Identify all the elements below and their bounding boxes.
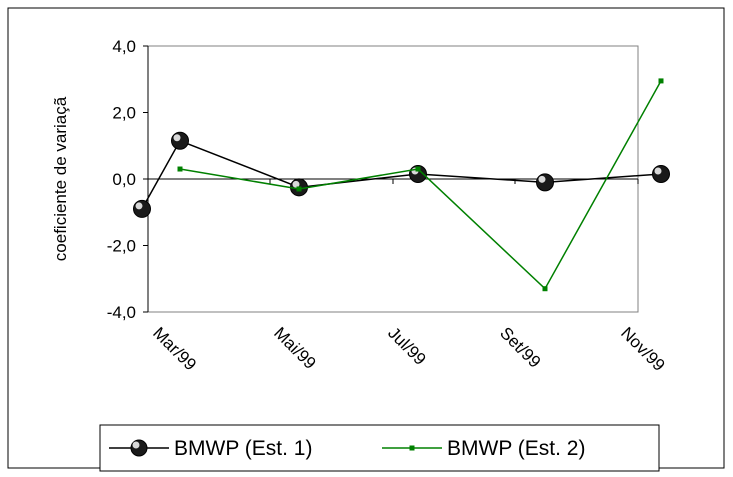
data-point-highlight	[292, 180, 300, 188]
data-point-series-1	[171, 131, 189, 150]
y-tick-label: -2,0	[107, 237, 136, 256]
data-point-highlight	[654, 167, 662, 175]
data-point-series-2	[296, 186, 302, 192]
data-point-series-2	[542, 286, 548, 292]
y-tick-label: 4,0	[112, 37, 136, 56]
legend-marker-series-1	[130, 439, 148, 457]
data-point-highlight	[135, 202, 143, 210]
series-layer	[133, 78, 670, 292]
y-tick-label: 0,0	[112, 170, 136, 189]
y-tick-label: -4,0	[107, 303, 136, 322]
y-axis-label: coeficiente de variaçã	[51, 96, 70, 261]
series-line-1	[141, 139, 662, 210]
data-point-highlight	[173, 134, 181, 142]
data-point-series-1	[652, 165, 670, 184]
legend-box	[99, 424, 660, 472]
data-point-highlight	[538, 175, 546, 183]
y-ticks: 4,0 2,0 0,0 -2,0 -4,0	[107, 37, 148, 322]
data-point-series-2	[415, 166, 421, 172]
data-point-series-1	[536, 173, 554, 192]
y-tick-label: 2,0	[112, 104, 136, 123]
data-point-series-2	[658, 78, 664, 84]
data-point-series-1	[133, 199, 151, 218]
legend-marker-series-1-highlight	[132, 441, 140, 449]
data-point-series-2	[177, 166, 183, 172]
legend-marker-series-2	[409, 445, 415, 451]
legend: BMWP (Est. 1) BMWP (Est. 2)	[99, 424, 660, 472]
legend-label-series-2: BMWP (Est. 2)	[447, 437, 585, 460]
legend-label-series-1: BMWP (Est. 1)	[174, 437, 312, 460]
